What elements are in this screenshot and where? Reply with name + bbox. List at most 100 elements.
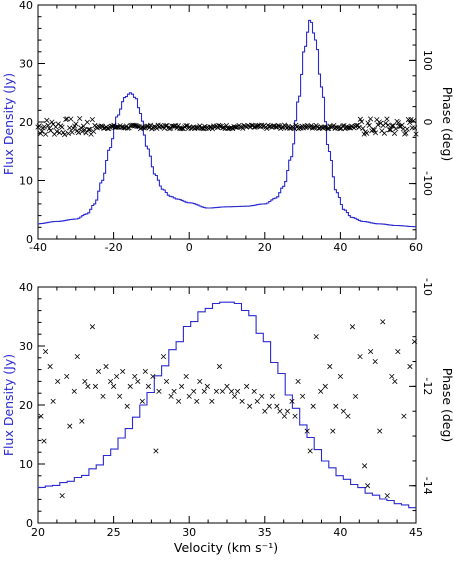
phase-point (281, 413, 288, 419)
phase-point (380, 319, 386, 325)
phase-point (372, 130, 379, 136)
phase-point (85, 383, 91, 389)
phase-point (384, 493, 390, 499)
phase-point (231, 393, 238, 399)
phase-point (50, 398, 56, 404)
phase-point (79, 128, 85, 135)
x-tick-label: 0 (186, 241, 193, 254)
phase-point (194, 398, 200, 404)
phase-point (318, 388, 324, 394)
phase-point (313, 334, 319, 340)
phase-point (61, 132, 68, 138)
phase-point (209, 398, 215, 404)
phase-point (204, 383, 210, 389)
phase-point (395, 120, 401, 126)
phase-point (247, 403, 253, 409)
phase-point (401, 413, 407, 419)
x-tick-label: 40 (333, 241, 347, 254)
phase-point (264, 125, 270, 132)
y2-tick-label: -10 (421, 278, 434, 296)
y-tick-label: 10 (19, 175, 33, 188)
phase-point (269, 393, 275, 399)
y2-tick-label: -12 (421, 377, 434, 395)
phase-point (393, 126, 399, 132)
phase-point (310, 403, 316, 409)
phase-point (386, 127, 393, 133)
phase-point (39, 128, 45, 134)
phase-point (322, 383, 328, 389)
bottom-phase-axis-label: Phase (deg) (440, 368, 454, 443)
phase-point (330, 428, 336, 434)
flux-histogram-line (38, 301, 416, 509)
phase-point (337, 373, 343, 380)
phase-point (201, 388, 207, 394)
phase-point (262, 408, 268, 414)
phase-point (239, 398, 245, 404)
y-tick-label: 40 (19, 0, 33, 12)
phase-point (407, 363, 413, 370)
phase-point (403, 130, 409, 136)
phase-point (391, 130, 398, 136)
phase-point (353, 122, 360, 129)
phase-point (41, 438, 47, 444)
phase-point (328, 124, 334, 130)
y2-tick-label: -100 (421, 171, 434, 196)
phase-point (67, 423, 73, 429)
phase-point (259, 393, 265, 399)
phase-point (216, 363, 223, 370)
phase-point (400, 126, 406, 132)
phase-point (132, 373, 138, 380)
phase-point (367, 116, 374, 122)
phase-point (156, 388, 162, 394)
phase-point (127, 383, 133, 389)
phase-point (120, 368, 126, 375)
phase-point (366, 122, 372, 128)
phase-point (55, 121, 61, 127)
phase-point (89, 116, 95, 123)
phase-point (289, 398, 295, 404)
phase-point (68, 116, 74, 122)
phase-point (292, 126, 298, 132)
phase-point (171, 388, 177, 394)
y2-tick-label: 0 (421, 119, 434, 126)
phase-point (104, 125, 111, 132)
phase-point (392, 378, 398, 384)
phase-point (84, 119, 90, 125)
phase-point (87, 126, 93, 133)
top-panel: -40 -20 0 20 40 60 0 10 20 30 40 -100 0 100 (19, 0, 434, 254)
phase-point (372, 358, 378, 365)
phase-point (63, 116, 69, 122)
x-tick-label: -40 (29, 241, 47, 254)
phase-point (64, 373, 70, 380)
phase-point (65, 130, 71, 137)
phase-point (407, 119, 413, 126)
y2-tick-label: -14 (421, 477, 434, 495)
x-tick-label: -20 (105, 241, 123, 254)
phase-point (322, 124, 328, 130)
phase-point (331, 122, 337, 129)
phase-point (292, 413, 298, 419)
phase-point (197, 378, 203, 384)
phase-point (207, 124, 213, 130)
phase-point (300, 393, 306, 399)
phase-point (163, 123, 169, 129)
phase-point (142, 368, 148, 375)
phase-point (179, 125, 185, 132)
y-tick-label: 30 (19, 58, 33, 71)
phase-point (340, 408, 347, 414)
phase-point (55, 378, 61, 384)
phase-point (365, 483, 371, 489)
phase-point (191, 388, 197, 394)
phase-point (295, 378, 301, 384)
phase-point (352, 393, 359, 399)
x-tick-label: 35 (258, 526, 272, 539)
phase-point (73, 121, 79, 127)
phase-point (141, 125, 147, 131)
phase-point (396, 123, 403, 130)
x-tick-label: 20 (31, 526, 45, 539)
phase-point (395, 349, 401, 355)
y-tick-label: 20 (19, 399, 33, 412)
top-phase-axis-label: Phase (deg) (440, 87, 454, 162)
flux-histogram-line (38, 19, 416, 228)
y-tick-label: 10 (19, 458, 33, 471)
